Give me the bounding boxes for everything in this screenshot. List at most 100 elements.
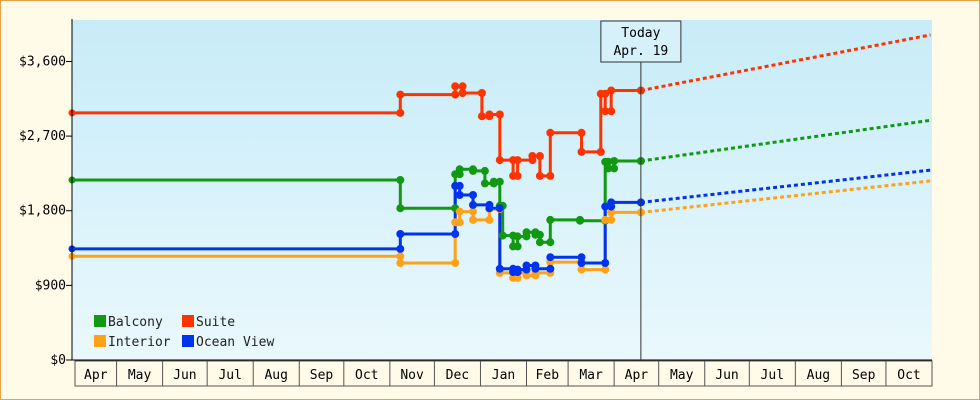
data-point-ocean-view [451,230,460,238]
axes: $0 $900 $1,800 $2,700 $3,600 Apr May Jun Jul Aug S… [19,19,933,387]
data-point-interior [469,215,477,224]
x-tick-label: Jun [715,368,738,383]
data-point-suite [535,171,544,180]
data-point-ocean-view [455,191,464,199]
series-markers [68,82,645,282]
legend-swatch-suite [182,315,194,327]
data-point-balcony [480,179,489,188]
data-point-balcony [546,238,555,247]
data-point-balcony [610,164,619,173]
data-point-interior [601,215,610,224]
data-point-suite [601,107,610,116]
legend-label-interior: Interior [108,335,171,350]
today-label: Today [621,26,660,41]
data-point-balcony [498,231,507,240]
x-tick-label: Jul [761,368,784,383]
data-point-suite [535,152,544,160]
data-point-suite [596,147,605,156]
data-point-ocean-view [546,253,555,262]
data-point-suite [607,107,616,116]
data-point-suite [495,156,504,165]
data-point-ocean-view [396,244,405,253]
x-tick-label: Sep [310,368,334,383]
data-point-suite [607,86,616,95]
data-point-ocean-view [607,198,616,207]
y-tick-label: $2,700 [19,129,66,144]
data-point-balcony [489,177,498,186]
x-tick-label: Nov [400,368,424,383]
x-tick-label: Oct [897,368,920,383]
data-point-balcony [396,176,405,184]
data-point-suite [577,147,586,156]
legend-swatch-balcony [94,315,106,327]
x-tick-label: May [128,368,152,383]
legend-label-balcony: Balcony [108,315,163,330]
data-point-suite [396,90,405,99]
data-point-suite [513,156,522,165]
data-point-balcony [535,238,544,247]
data-point-balcony [546,215,555,224]
data-point-interior [522,271,531,280]
x-tick-label: May [670,368,694,383]
data-point-ocean-view [522,261,531,270]
data-point-ocean-view [531,264,540,273]
data-point-balcony [495,177,504,186]
data-point-suite [577,128,586,137]
data-point-suite [451,82,460,91]
x-tick-label: Jul [218,368,241,383]
x-tick-label: Apr [84,368,108,383]
data-point-suite [513,171,522,180]
y-tick-label: $3,600 [19,54,66,69]
data-point-ocean-view [513,265,522,274]
data-point-interior [455,207,464,216]
legend-swatch-ocean-view [182,335,194,347]
data-point-balcony [480,166,489,175]
data-point-ocean-view [455,181,464,190]
data-point-ocean-view [469,200,477,209]
data-point-balcony [513,242,522,251]
legend: Balcony Suite Interior Ocean View [94,315,274,350]
data-point-interior [451,259,460,267]
data-point-suite [396,108,405,117]
data-point-interior [469,207,477,216]
legend-swatch-interior [94,335,106,347]
today-date-label: Apr. 19 [613,44,668,59]
today-marker: Today Apr. 19 [600,20,682,360]
data-point-ocean-view [577,253,586,262]
data-point-interior [607,215,616,224]
data-point-suite [528,152,537,160]
data-point-balcony [513,232,522,241]
plot-area [72,20,932,360]
data-point-suite [495,110,504,119]
data-point-ocean-view [495,264,504,273]
data-point-ocean-view [469,191,477,199]
x-tick-label: Feb [536,368,560,383]
data-point-interior [396,259,405,267]
data-point-balcony [604,164,613,173]
data-point-interior [485,215,494,224]
data-point-balcony [522,228,531,237]
x-tick-label: Aug [264,368,287,383]
data-point-ocean-view [546,264,555,273]
data-point-suite [546,171,555,180]
data-point-interior [396,252,405,261]
data-point-ocean-view [577,259,586,267]
data-point-suite [477,112,486,121]
y-tick-label: $1,800 [19,204,66,219]
data-point-ocean-view [396,230,405,238]
x-tick-label: Oct [355,368,378,383]
data-point-balcony [469,166,477,175]
data-point-suite [477,89,486,97]
data-point-balcony [604,157,613,166]
data-point-suite [458,82,467,91]
data-point-interior [577,265,586,274]
today-label-box [600,20,682,63]
data-point-interior [455,218,464,227]
x-axis-band [74,360,933,387]
data-point-interior [607,208,616,217]
data-point-balcony [535,230,544,239]
data-point-balcony [396,204,405,213]
data-point-suite [458,89,467,97]
